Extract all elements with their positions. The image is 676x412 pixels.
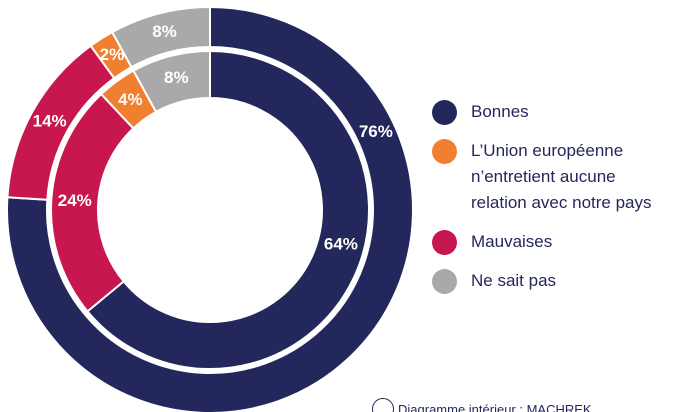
value-label: 8% (164, 68, 189, 87)
donut-slice (110, 5, 211, 69)
legend-item: L’Union européenne n’entretient aucune r… (432, 139, 672, 216)
icon (372, 398, 394, 412)
note: Diagramme intérieur : MACHREK (372, 398, 592, 412)
legend-item: Mauvaises (432, 230, 672, 255)
value-label: 2% (100, 45, 125, 64)
legend-swatch (432, 139, 457, 164)
note-text: Diagramme intérieur : MACHREK (398, 401, 592, 412)
value-label: 4% (118, 90, 143, 109)
donut-slice (6, 5, 414, 412)
legend-swatch (432, 269, 457, 294)
legend-item: Ne sait pas (432, 269, 672, 294)
value-label: 24% (58, 191, 92, 210)
legend: Bonnes L’Union européenne n’entretient au… (432, 100, 672, 308)
value-label: 64% (324, 235, 358, 254)
legend-label: Mauvaises (471, 232, 553, 251)
legend-swatch (432, 230, 457, 255)
value-label: 8% (152, 22, 177, 41)
legend-label: L’Union européenne n’entretient aucune r… (471, 141, 652, 212)
value-label: 14% (33, 111, 67, 130)
legend-label: Bonnes (471, 102, 529, 121)
legend-swatch (432, 100, 457, 125)
legend-label: Ne sait pas (471, 271, 557, 290)
value-label: 76% (359, 122, 393, 141)
legend-item: Bonnes (432, 100, 672, 125)
donut-slice (132, 49, 211, 114)
donut-slice (86, 49, 370, 370)
chart: 76% 14% 2% 8% 64% 24% 4% 8% (6, 5, 414, 412)
